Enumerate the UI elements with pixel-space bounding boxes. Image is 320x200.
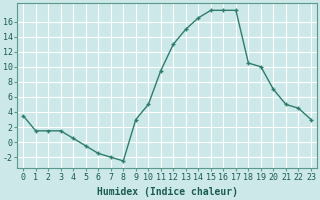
X-axis label: Humidex (Indice chaleur): Humidex (Indice chaleur) bbox=[97, 187, 237, 197]
